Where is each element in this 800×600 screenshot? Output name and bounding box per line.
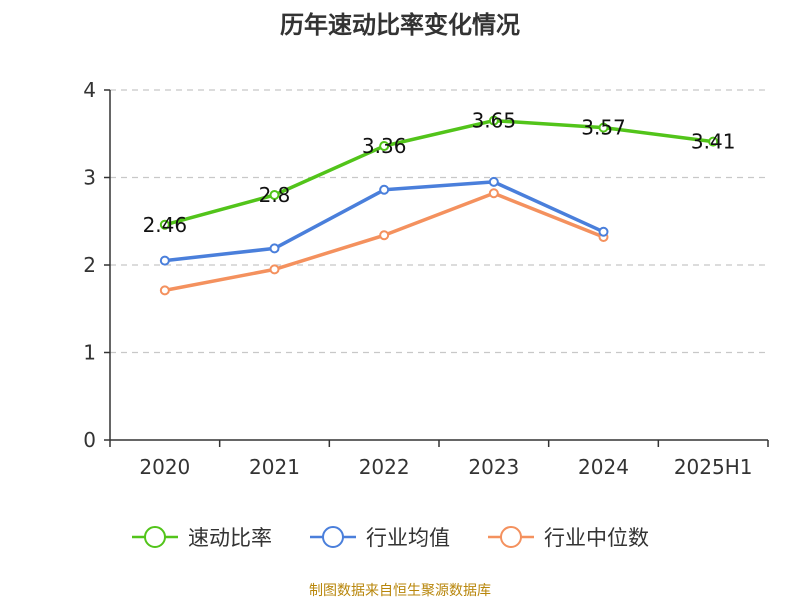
data-label: 3.65 [472,109,517,133]
data-point [159,255,170,266]
series-line [163,118,715,227]
legend-label: 行业中位数 [544,526,649,550]
x-tick-label: 2020 [139,455,190,479]
legend-marker [322,526,344,548]
data-point [269,243,280,254]
x-tick-label: 2021 [249,455,300,479]
data-point [159,285,170,296]
data-point [488,188,499,199]
legend-label: 速动比率 [188,526,272,550]
legend-item-3: 行业中位数 [488,526,649,550]
y-tick-label: 3 [83,166,96,190]
x-tick-label: 2024 [578,455,629,479]
data-point [379,184,390,195]
data-point [598,226,609,237]
legend-marker [500,526,522,548]
source-note: 制图数据来自恒生聚源数据库 [309,583,491,599]
legend-label: 行业均值 [366,526,450,550]
axes: 0 1 2 3 4 2020 2021 2022 2023 2024 2025H1 [83,78,769,479]
legend-item-2: 行业均值 [310,526,450,550]
data-label: 2.8 [259,183,291,207]
series-2 [159,176,609,266]
data-point [379,141,390,151]
y-tick-label: 0 [83,428,96,452]
series-3 [159,188,609,296]
data-point [379,230,390,241]
y-tick-label: 1 [83,341,96,365]
data-label: 3.41 [691,130,736,154]
chart-title: 历年速动比率变化情况 [280,11,520,39]
data-point [269,264,280,275]
data-point [269,190,280,200]
data-labels: 2.46 2.8 3.36 3.65 3.57 3.41 [143,109,736,237]
legend-marker [144,526,166,548]
legend: 速动比率 行业均值 行业中位数 [132,526,649,550]
x-tick-label: 2023 [468,455,519,479]
y-tick-label: 2 [83,253,96,277]
data-point [598,122,609,133]
data-point [708,136,719,147]
data-label: 3.36 [362,134,407,158]
data-point [159,219,170,230]
x-tick-label: 2025H1 [674,455,753,479]
y-tick-label: 4 [83,78,96,102]
series-group [159,115,719,296]
legend-item-1: 速动比率 [132,526,272,550]
x-tick-label: 2022 [359,455,410,479]
data-label: 3.57 [581,116,626,140]
data-point [488,115,499,126]
data-point [488,176,499,187]
gridlines [110,89,768,354]
series-1 [159,115,719,230]
data-label: 2.46 [143,213,188,237]
